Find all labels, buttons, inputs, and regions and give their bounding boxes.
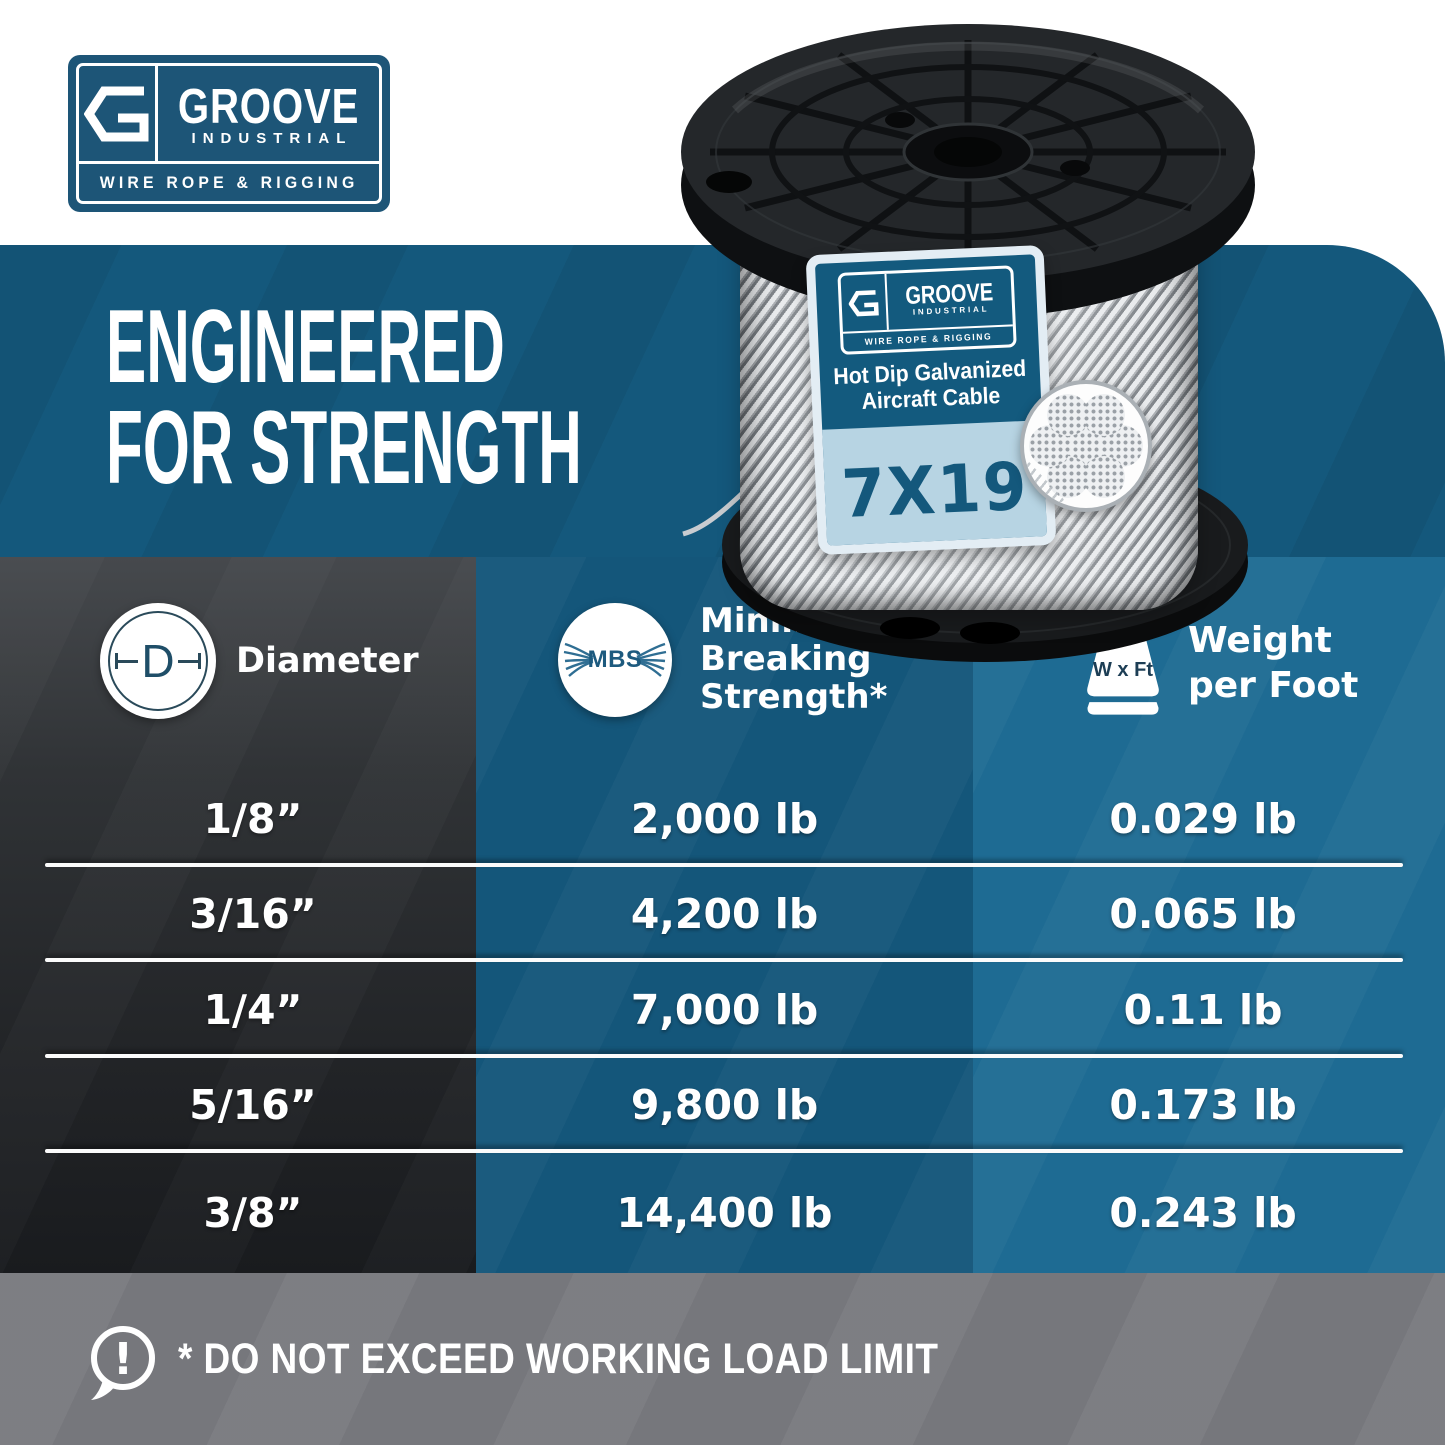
diameter-header-label: Diameter xyxy=(236,641,419,681)
diameter-dash-left xyxy=(118,659,139,663)
brand-logo-top: GROOVE INDUSTRIAL xyxy=(79,66,379,161)
brand-logo-titles: GROOVE INDUSTRIAL xyxy=(158,66,379,161)
spool-label: GROOVE INDUSTRIAL WIRE ROPE & RIGGING Ho… xyxy=(805,244,1057,556)
weight-value: 0.243 lb xyxy=(1109,1189,1297,1237)
spool-label-logo-top: GROOVE INDUSTRIAL xyxy=(840,268,1012,332)
table-row: 3/16” 4,200 lb 0.065 lb xyxy=(0,888,1445,940)
row-divider xyxy=(45,958,1403,962)
weight-icon-text: W x Ft xyxy=(1093,659,1153,681)
product-title: Hot Dip Galvanized Aircraft Cable xyxy=(828,355,1032,416)
table-row: 3/8” 14,400 lb 0.243 lb xyxy=(0,1187,1445,1239)
diameter-icon-glyph: D xyxy=(115,635,201,687)
diameter-icon: D xyxy=(100,603,216,719)
brand-tagline: WIRE ROPE & RIGGING xyxy=(99,172,359,192)
mbs-label-line-3: Strength* xyxy=(700,677,888,717)
diameter-value: 5/16” xyxy=(189,1081,317,1129)
wire-strand-bundle xyxy=(1047,394,1089,436)
mbs-value: 14,400 lb xyxy=(616,1189,833,1237)
brand-name: GROOVE xyxy=(177,79,360,134)
mbs-column-panel xyxy=(476,557,973,1273)
mbs-value: 9,800 lb xyxy=(630,1081,819,1129)
diameter-value: 1/4” xyxy=(203,986,303,1034)
mbs-icon: MBS xyxy=(558,603,672,717)
groove-g-icon xyxy=(79,66,158,161)
brand-logo: GROOVE INDUSTRIAL WIRE ROPE & RIGGING xyxy=(68,55,390,212)
diameter-value: 3/8” xyxy=(203,1189,303,1237)
mbs-value: 7,000 lb xyxy=(630,986,819,1034)
cable-cross-section-icon xyxy=(1020,380,1152,512)
groove-g-icon xyxy=(840,273,889,332)
weight-value: 0.173 lb xyxy=(1109,1081,1297,1129)
table-row: 1/8” 2,000 lb 0.029 lb xyxy=(0,793,1445,845)
brand-name: GROOVE xyxy=(904,278,994,310)
spool-label-logo: GROOVE INDUSTRIAL WIRE ROPE & RIGGING xyxy=(837,265,1017,355)
cable-construction: 7X19 xyxy=(839,447,1030,533)
spool-top-flange xyxy=(681,24,1255,318)
weight-label-line-2: per Foot xyxy=(1188,665,1359,706)
weight-value: 0.065 lb xyxy=(1109,890,1297,938)
diameter-dash-right xyxy=(177,659,198,663)
brand-tagline: WIRE ROPE & RIGGING xyxy=(864,331,993,347)
row-divider xyxy=(45,863,1403,867)
diameter-value: 3/16” xyxy=(189,890,317,938)
spec-table: D Diameter MBS Minimum Breaking S xyxy=(0,557,1445,1273)
headline: ENGINEERED FOR STRENGTH xyxy=(106,289,582,506)
brand-subtitle: INDUSTRIAL xyxy=(191,129,353,147)
svg-text:!: ! xyxy=(113,1334,133,1385)
exclamation-speech-bubble-icon: ! xyxy=(91,1326,155,1400)
weight-value: 0.029 lb xyxy=(1109,795,1297,843)
weight-value: 0.11 lb xyxy=(1123,986,1283,1034)
spool-label-logo-titles: GROOVE INDUSTRIAL xyxy=(886,268,1012,329)
diameter-tick-left xyxy=(115,653,119,669)
footnote-band xyxy=(0,1273,1445,1445)
mbs-value: 4,200 lb xyxy=(630,890,819,938)
wire-strand-bundle xyxy=(1083,394,1125,436)
footnote-text: * DO NOT EXCEED WORKING LOAD LIMIT xyxy=(178,1335,939,1383)
weight-column-panel xyxy=(973,557,1445,1273)
mbs-icon-text: MBS xyxy=(587,646,643,673)
weight-label-line-1: Weight xyxy=(1188,620,1332,661)
diameter-tick-right xyxy=(197,653,201,669)
mbs-label-line-2: Breaking xyxy=(700,639,872,679)
wire-strand-bundle xyxy=(1083,456,1125,498)
diameter-icon-letter: D xyxy=(141,635,175,687)
headline-band xyxy=(0,245,1445,557)
row-divider xyxy=(45,1054,1403,1058)
mbs-value: 2,000 lb xyxy=(630,795,819,843)
table-row: 5/16” 9,800 lb 0.173 lb xyxy=(0,1079,1445,1131)
table-row: 1/4” 7,000 lb 0.11 lb xyxy=(0,984,1445,1036)
headline-line-2: FOR STRENGTH xyxy=(106,390,582,506)
weight-header-label: Weight per Foot xyxy=(1188,618,1358,708)
diameter-value: 1/8” xyxy=(203,795,303,843)
headline-line-1: ENGINEERED xyxy=(106,289,505,405)
brand-tagline-bar: WIRE ROPE & RIGGING xyxy=(79,161,379,201)
row-divider xyxy=(45,1149,1403,1153)
brand-logo-frame: GROOVE INDUSTRIAL WIRE ROPE & RIGGING xyxy=(76,63,382,204)
